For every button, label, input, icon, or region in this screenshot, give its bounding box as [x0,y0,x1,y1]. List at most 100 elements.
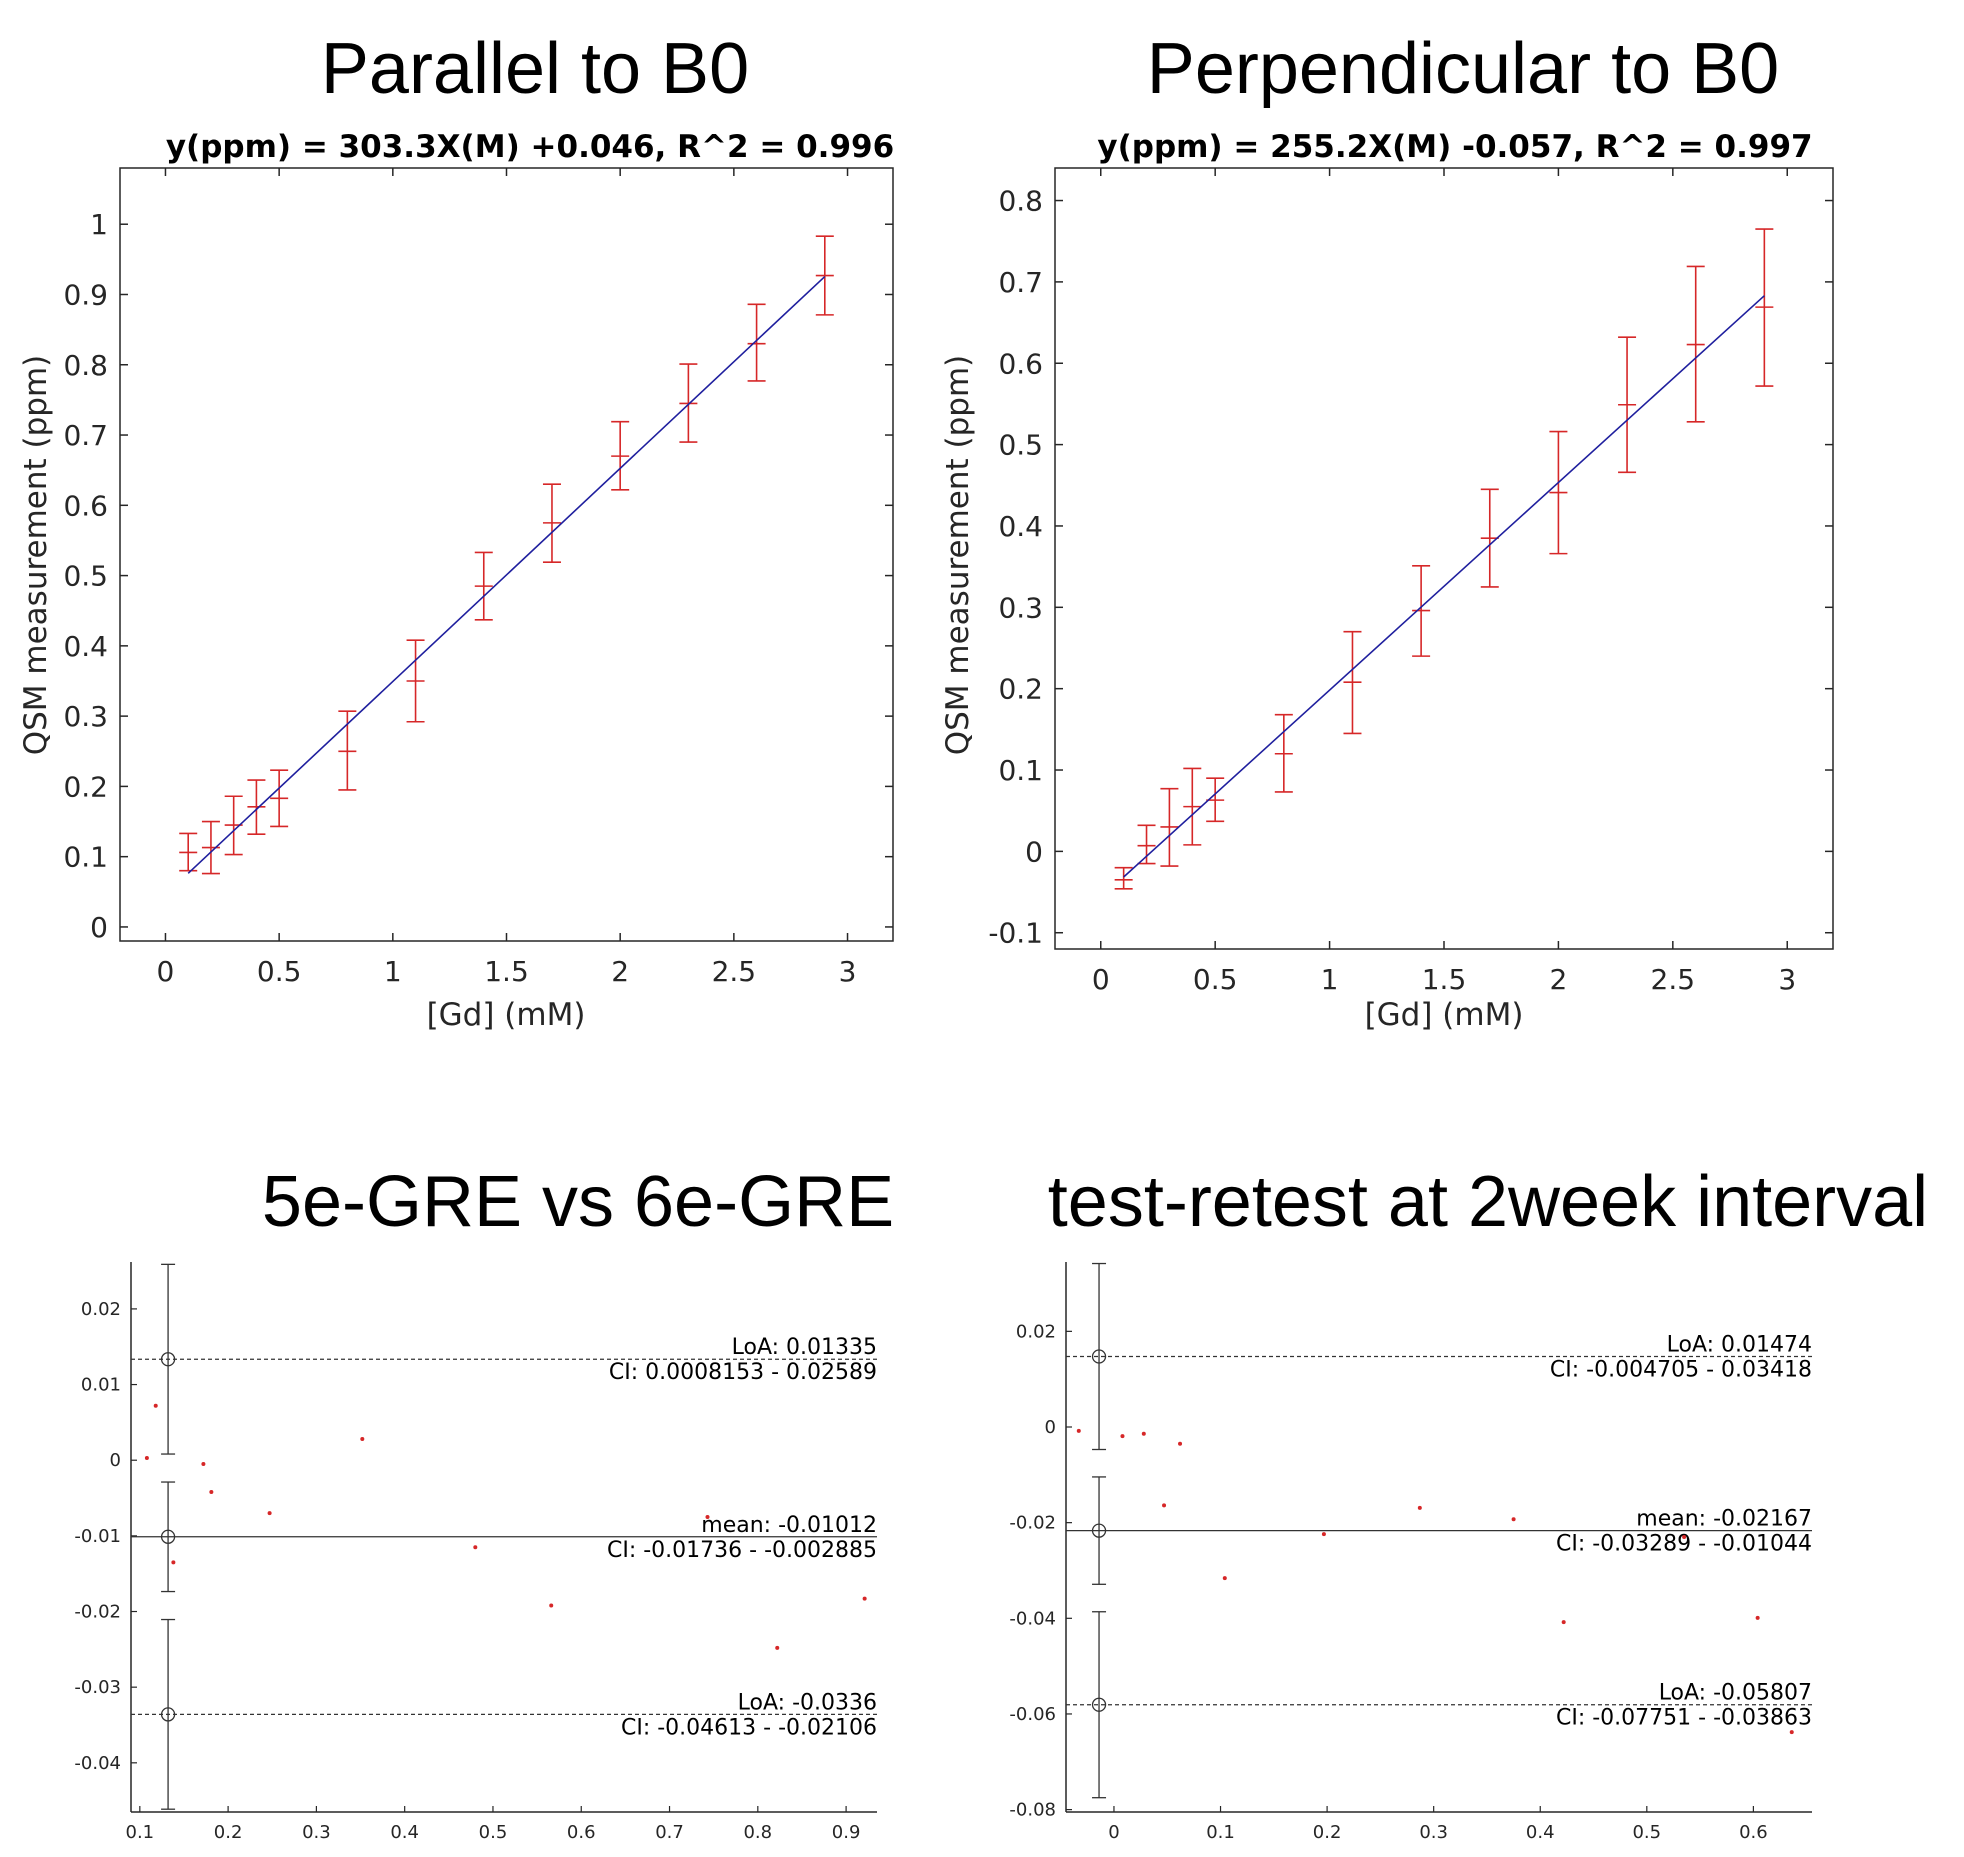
marks-group: 0 0.5 1 1.5 2 2.5 3 0 0.1 0.2 0.3 0.4 0.5 0.6 0.7 0.8 0.… [63,168,893,988]
data-point [267,1511,272,1516]
x-tick-label: 3 [1778,963,1796,996]
y-tick-label: 0.02 [81,1299,121,1320]
lower-loa-ci-label: CI: -0.07751 - -0.03863 [1556,1706,1812,1731]
error-bar [1686,265,1705,423]
chart-title: y(ppm) = 255.2X(M) -0.057, R^2 = 0.997 [1097,129,1812,165]
lower-loa-marker [160,1707,176,1722]
x-tick-label: 0.5 [1632,1822,1661,1843]
y-tick-label: -0.01 [74,1526,121,1547]
x-tick-label: 0.4 [1526,1822,1555,1843]
y-tick-label: 0.4 [63,630,108,663]
data-point [1120,1434,1125,1439]
error-bar [1549,430,1568,555]
x-tick-label: 1.5 [484,955,529,988]
data-point [209,1489,214,1494]
x-tick-label: 1 [384,955,402,988]
error-bar [201,820,220,875]
data-point [1511,1517,1516,1522]
panel-perpendicular: Perpendicular to B0 y(ppm) = 255.2X(M) -… [940,29,1834,1033]
lower-loa-label: LoA: -0.05807 [1659,1681,1812,1706]
lower-loa-label: LoA: -0.0336 [738,1690,877,1715]
data-point [775,1645,780,1650]
y-tick-label: 0.2 [998,673,1043,706]
x-axis-label: [Gd] (mM) [427,997,586,1033]
error-bar [1160,787,1179,867]
y-tick-label: 0.3 [63,700,108,733]
x-tick-label: 0.6 [1739,1822,1768,1843]
x-tick-label: 0.1 [1206,1822,1235,1843]
upper-loa-marker [1091,1349,1107,1364]
error-bar [1755,228,1774,387]
error-bar [1183,767,1202,846]
y-tick-label: 0.1 [63,841,108,874]
y-tick-label: -0.02 [1009,1513,1056,1534]
y-tick-label: 1 [90,208,108,241]
data-point [1682,1535,1687,1539]
data-point [473,1545,478,1550]
x-tick-label: 0 [157,955,175,988]
data-point [360,1437,365,1442]
y-tick-label: -0.03 [74,1677,121,1698]
data-point [1789,1730,1794,1735]
panel-title: 5e-GRE vs 6e-GRE [262,1162,894,1242]
upper-loa-label: LoA: 0.01474 [1667,1333,1812,1358]
y-tick-label: 0.5 [63,560,108,593]
upper-loa-ci-label: CI: 0.0008153 - 0.02589 [609,1360,877,1385]
marks-group: 0 0.5 1 1.5 2 2.5 3 -0.1 0 0.1 0.2 0.3 0.4 0.5 0.6 0.7 0… [988,168,1833,996]
panel-parallel: Parallel to B0 y(ppm) = 303.3X(M) +0.046… [18,29,894,1033]
y-axis-label: QSM measurement (ppm) [940,355,976,756]
error-bar [474,551,493,621]
y-tick-label: 0.8 [63,349,108,382]
x-tick-label: 0.2 [214,1822,243,1843]
error-bar [1480,488,1499,588]
upper-loa-ci-label: CI: -0.004705 - 0.03418 [1550,1358,1812,1383]
data-point [153,1403,158,1408]
error-bar [1274,713,1293,793]
panel-bland-altman-retest: test-retest at 2week interval 0 0.1 0.2 0.3… [1009,1162,1928,1843]
data-point [201,1461,206,1466]
x-tick-label: 0.3 [1419,1822,1448,1843]
data-point [1561,1620,1566,1625]
data-point [144,1455,149,1460]
error-bar [179,832,198,872]
error-bar [1114,866,1133,890]
x-tick-label: 0.5 [1193,963,1238,996]
x-axis-label: [Gd] (mM) [1365,997,1524,1033]
y-tick-label: 0.8 [998,185,1043,218]
x-tick-label: 0.8 [743,1822,772,1843]
y-tick-label: 0.5 [998,429,1043,462]
x-tick-label: 0.7 [655,1822,684,1843]
x-tick-label: 0.5 [257,955,302,988]
error-bar [747,303,766,382]
y-tick-label: -0.08 [1009,1800,1056,1821]
x-tick-label: 0.5 [479,1822,508,1843]
upper-loa-label: LoA: 0.01335 [732,1335,877,1360]
data-point [1321,1532,1326,1537]
mean-marker [1091,1523,1107,1538]
data-point [705,1514,710,1519]
y-tick-label: 0.9 [63,278,108,311]
y-tick-label: 0.7 [63,419,108,452]
regression-line [187,275,826,874]
x-tick-label: 0.1 [126,1822,155,1843]
y-tick-label: 0.7 [998,266,1043,299]
mean-label: mean: -0.01012 [701,1513,877,1538]
y-tick-label: 0 [1045,1417,1056,1438]
error-bar [270,769,289,828]
error-bar [406,639,425,723]
error-bar [815,235,834,316]
marks-group: 0.1 0.2 0.3 0.4 0.5 0.6 0.7 0.8 0.9 0.02 0.01 0 -0.0… [74,1263,877,1843]
x-tick-label: 1.5 [1422,963,1467,996]
error-bar [611,420,630,491]
y-tick-label: -0.04 [1009,1608,1056,1629]
error-bar [1412,565,1431,657]
x-tick-label: 0.3 [302,1822,331,1843]
upper-loa-marker [160,1352,176,1367]
y-tick-label: -0.04 [74,1753,121,1774]
x-tick-label: 2.5 [1651,963,1696,996]
y-tick-label: -0.02 [74,1602,121,1623]
data-point [1222,1576,1227,1581]
y-tick-label: 0.2 [63,770,108,803]
y-tick-label: 0.01 [81,1375,121,1396]
error-bar [1343,630,1362,735]
